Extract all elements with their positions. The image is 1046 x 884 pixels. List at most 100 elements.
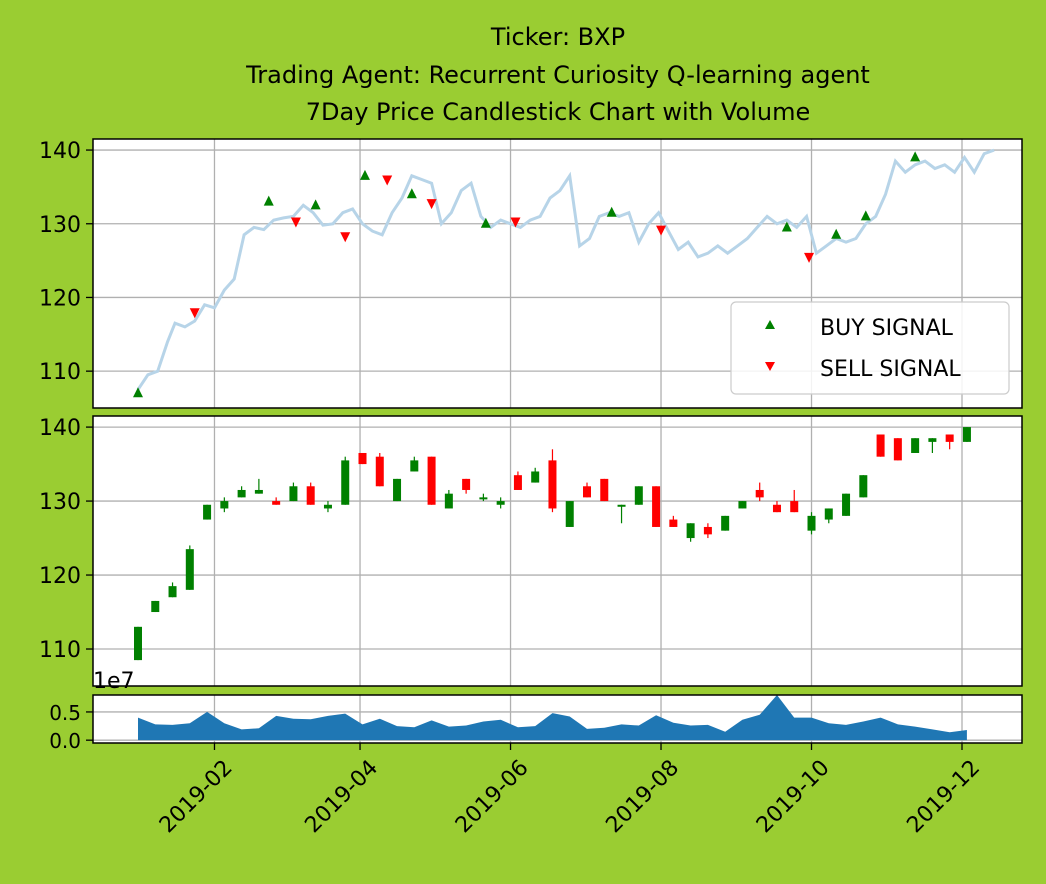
candle-body (565, 501, 574, 527)
candle-layer (134, 427, 971, 661)
title-line-2: Trading Agent: Recurrent Curiosity Q-lea… (245, 61, 870, 89)
candle-body (600, 478, 609, 502)
candle-body (669, 519, 678, 527)
sell-signal-marker (189, 308, 200, 319)
y-tick-label: 130 (39, 213, 81, 238)
y-tick-label: 140 (39, 416, 81, 441)
candle-body (513, 475, 522, 490)
y-tick-label: 120 (39, 286, 81, 311)
sell-signal-marker (804, 252, 815, 263)
sell-signal-marker (340, 232, 351, 243)
candle-body (842, 493, 851, 516)
y-tick-label: 0.5 (49, 701, 81, 725)
volume-area (138, 695, 967, 741)
legend-sell-label: SELL SIGNAL (820, 357, 961, 382)
candle-body (323, 504, 332, 509)
volume-panel-y-ticks: 0.00.5 (49, 701, 93, 753)
title-line-3: 7Day Price Candlestick Chart with Volume (306, 98, 811, 126)
candle-body (341, 460, 350, 505)
price-signal-layer (133, 151, 921, 398)
candle-body (583, 486, 592, 498)
candle-panel-grid (93, 416, 1022, 686)
volume-offset-text: 1e7 (93, 669, 135, 694)
candle-panel-frame (92, 415, 1023, 687)
candle-body (945, 434, 954, 442)
title-line-1: Ticker: BXP (490, 23, 625, 51)
candle-body (531, 471, 540, 483)
candle-body (289, 486, 298, 502)
candle-body (444, 493, 453, 509)
candle-body (254, 489, 263, 494)
candle-body (928, 438, 937, 442)
sell-signal-marker (656, 225, 667, 236)
y-tick-label: 130 (39, 490, 81, 515)
candle-body (479, 497, 488, 500)
y-tick-label: 140 (39, 139, 81, 164)
candle-body (410, 460, 419, 472)
sell-signal-marker (510, 217, 521, 228)
candle-body (462, 478, 471, 490)
candle-body (220, 501, 229, 509)
candle-body (703, 526, 712, 535)
candle-panel-background (93, 416, 1022, 686)
candle-body (755, 489, 764, 498)
volume-panel: 0.00.5 1e7 (49, 669, 1023, 753)
legend-box (730, 301, 1010, 395)
candle-body (807, 515, 816, 531)
buy-signal-marker (606, 206, 617, 217)
candle-body (168, 586, 177, 598)
candle-body (824, 508, 833, 520)
price-panel: 110 120 130 140 BUY SIGNAL SELL SIGNAL (39, 138, 1023, 409)
candle-body (272, 501, 281, 505)
legend-sell-marker (765, 362, 775, 371)
candle-body (876, 434, 885, 457)
volume-panel-frame (92, 694, 1023, 744)
y-tick-label: 110 (39, 360, 81, 385)
candle-body (203, 504, 212, 520)
buy-signal-marker (781, 221, 792, 232)
buy-signal-marker (860, 210, 871, 221)
candle-body (358, 452, 367, 465)
sell-signal-marker (426, 199, 437, 210)
candle-body (237, 489, 246, 498)
legend: BUY SIGNAL SELL SIGNAL (730, 301, 1010, 395)
buy-signal-marker (263, 195, 274, 206)
candle-body (962, 427, 971, 442)
candle-body (911, 438, 920, 453)
candle-body (375, 456, 384, 487)
legend-buy-label: BUY SIGNAL (820, 316, 954, 341)
candle-body (721, 515, 730, 531)
candle-body (151, 600, 160, 613)
candle-body (652, 486, 661, 527)
candle-body (427, 456, 436, 505)
price-panel-frame (92, 138, 1023, 409)
candle-body (548, 460, 557, 509)
legend-buy-marker (765, 320, 775, 329)
candle-body (634, 486, 643, 505)
candle-body (496, 501, 505, 505)
y-tick-label: 0.0 (49, 729, 81, 753)
buy-signal-marker (406, 188, 417, 199)
candle-panel: 110 120 130 140 (39, 415, 1023, 687)
buy-signal-marker (480, 217, 491, 228)
price-line (136, 148, 995, 391)
volume-area-layer (138, 695, 967, 741)
y-tick-label: 110 (39, 638, 81, 663)
candle-body (686, 523, 695, 539)
buy-signal-marker (910, 151, 921, 162)
y-tick-label: 120 (39, 564, 81, 589)
candle-body (772, 504, 781, 513)
candle-body (617, 504, 626, 507)
candle-body (738, 501, 747, 509)
candle-body (134, 626, 142, 661)
candle-body (893, 438, 902, 461)
candle-body (859, 475, 868, 498)
candle-panel-y-ticks: 110 120 130 140 (39, 416, 93, 663)
candle-body (790, 501, 799, 513)
candle-body (393, 478, 402, 502)
buy-signal-marker (831, 228, 842, 239)
candle-body (306, 486, 315, 505)
price-line-layer (136, 148, 995, 391)
buy-signal-marker (310, 199, 321, 210)
